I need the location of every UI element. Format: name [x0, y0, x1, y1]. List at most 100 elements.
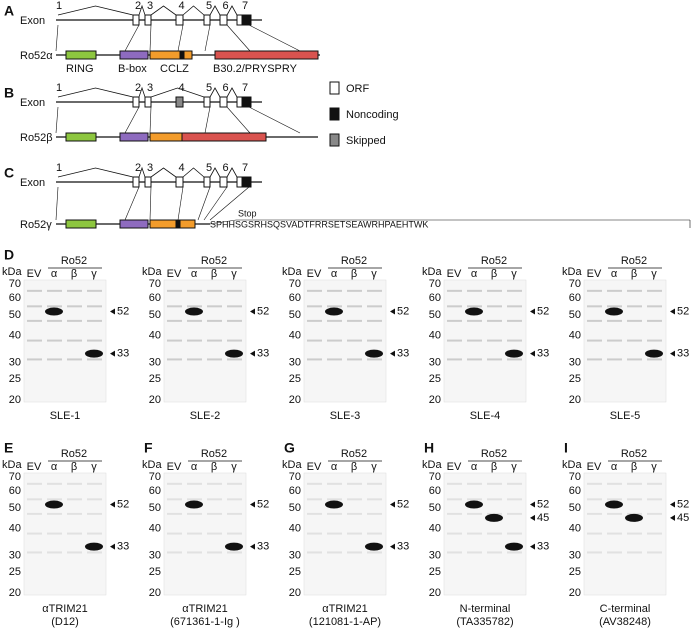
faint-band	[467, 319, 482, 322]
lane-label: α	[191, 461, 198, 473]
faint-band	[207, 305, 222, 308]
faint-band	[587, 551, 602, 554]
faint-band	[327, 319, 342, 322]
exon-orf	[132, 176, 140, 188]
marker-label: 50	[429, 502, 441, 514]
protein-band	[365, 542, 383, 551]
marker-label: 70	[149, 278, 161, 290]
faint-band	[487, 305, 502, 308]
exon-number: 6	[222, 162, 228, 174]
faint-band	[47, 512, 62, 515]
marker-label: 30	[289, 549, 301, 561]
lane-label: EV	[587, 268, 602, 280]
marker-label: 40	[569, 330, 581, 342]
band-label: 33	[397, 348, 409, 360]
panel-letter: G	[284, 440, 295, 456]
unit-label: kDa	[282, 266, 302, 278]
blot-image	[303, 472, 387, 596]
faint-band	[227, 512, 242, 515]
splice	[57, 5, 134, 16]
band-label: 52	[677, 498, 689, 510]
faint-band	[347, 482, 362, 485]
faint-band	[207, 339, 222, 342]
band-label: 52	[537, 305, 549, 317]
faint-band	[327, 482, 342, 485]
faint-band	[27, 498, 42, 501]
faint-band	[227, 319, 242, 322]
faint-band	[87, 289, 102, 292]
blot-caption: SLE-4	[470, 410, 501, 422]
faint-band	[327, 305, 342, 308]
faint-band	[307, 482, 322, 485]
panel-letter: D	[4, 247, 14, 263]
faint-band	[47, 498, 62, 501]
marker-label: 60	[9, 292, 21, 304]
lane-label: α	[191, 268, 198, 280]
splice	[209, 87, 221, 98]
protein-band	[645, 349, 663, 358]
faint-band	[347, 551, 362, 554]
faint-band	[207, 289, 222, 292]
band-label: 52	[537, 498, 549, 510]
faint-band	[647, 482, 662, 485]
lane-label: β	[71, 461, 77, 473]
band-label: 52	[677, 305, 689, 317]
faint-band	[207, 512, 222, 515]
faint-band	[27, 305, 42, 308]
faint-band	[627, 319, 642, 322]
faint-band	[587, 319, 602, 322]
marker-label: 70	[9, 278, 21, 290]
faint-band	[187, 305, 202, 308]
band-label: 52	[397, 305, 409, 317]
connector	[149, 186, 152, 221]
faint-band	[507, 498, 522, 501]
lane-label: EV	[307, 461, 322, 473]
marker-label: 20	[429, 587, 441, 599]
protein-band	[225, 542, 243, 551]
arrowhead	[530, 308, 535, 315]
faint-band	[327, 358, 342, 361]
legend-label: Noncoding	[346, 109, 399, 121]
faint-band	[467, 289, 482, 292]
faint-band	[487, 512, 502, 515]
marker-label: 40	[149, 330, 161, 342]
faint-band	[447, 551, 462, 554]
exon-number: 5	[206, 0, 212, 12]
marker-label: 50	[9, 309, 21, 321]
faint-band	[627, 551, 642, 554]
lane-label: γ	[371, 268, 377, 280]
faint-band	[627, 339, 642, 342]
unit-label: kDa	[2, 266, 22, 278]
faint-band	[227, 498, 242, 501]
arrowhead	[390, 543, 395, 550]
panel-letter: F	[144, 440, 153, 456]
band-label: 33	[117, 541, 129, 553]
blot-caption: αTRIM21	[322, 603, 367, 615]
isoform-label: Ro52β	[20, 132, 53, 144]
faint-band	[67, 319, 82, 322]
faint-band	[167, 512, 182, 515]
faint-band	[207, 498, 222, 501]
exon-orf	[236, 96, 243, 108]
faint-band	[507, 482, 522, 485]
faint-band	[327, 512, 342, 515]
legend-orf	[329, 81, 340, 95]
arrowhead	[110, 543, 115, 550]
exon-noncoding	[241, 96, 252, 108]
faint-band	[487, 339, 502, 342]
faint-band	[67, 551, 82, 554]
connector	[55, 106, 59, 134]
marker-label: 20	[9, 587, 21, 599]
band-label: 33	[677, 348, 689, 360]
faint-band	[347, 532, 362, 535]
exon-number: 7	[242, 162, 248, 174]
marker-label: 40	[569, 523, 581, 535]
marker-label: 60	[429, 485, 441, 497]
arrowhead	[390, 308, 395, 315]
faint-band	[487, 358, 502, 361]
marker-label: 60	[149, 485, 161, 497]
ring-domain	[65, 132, 97, 142]
protein-band	[45, 307, 63, 316]
faint-band	[507, 305, 522, 308]
lz-domain	[175, 219, 181, 229]
